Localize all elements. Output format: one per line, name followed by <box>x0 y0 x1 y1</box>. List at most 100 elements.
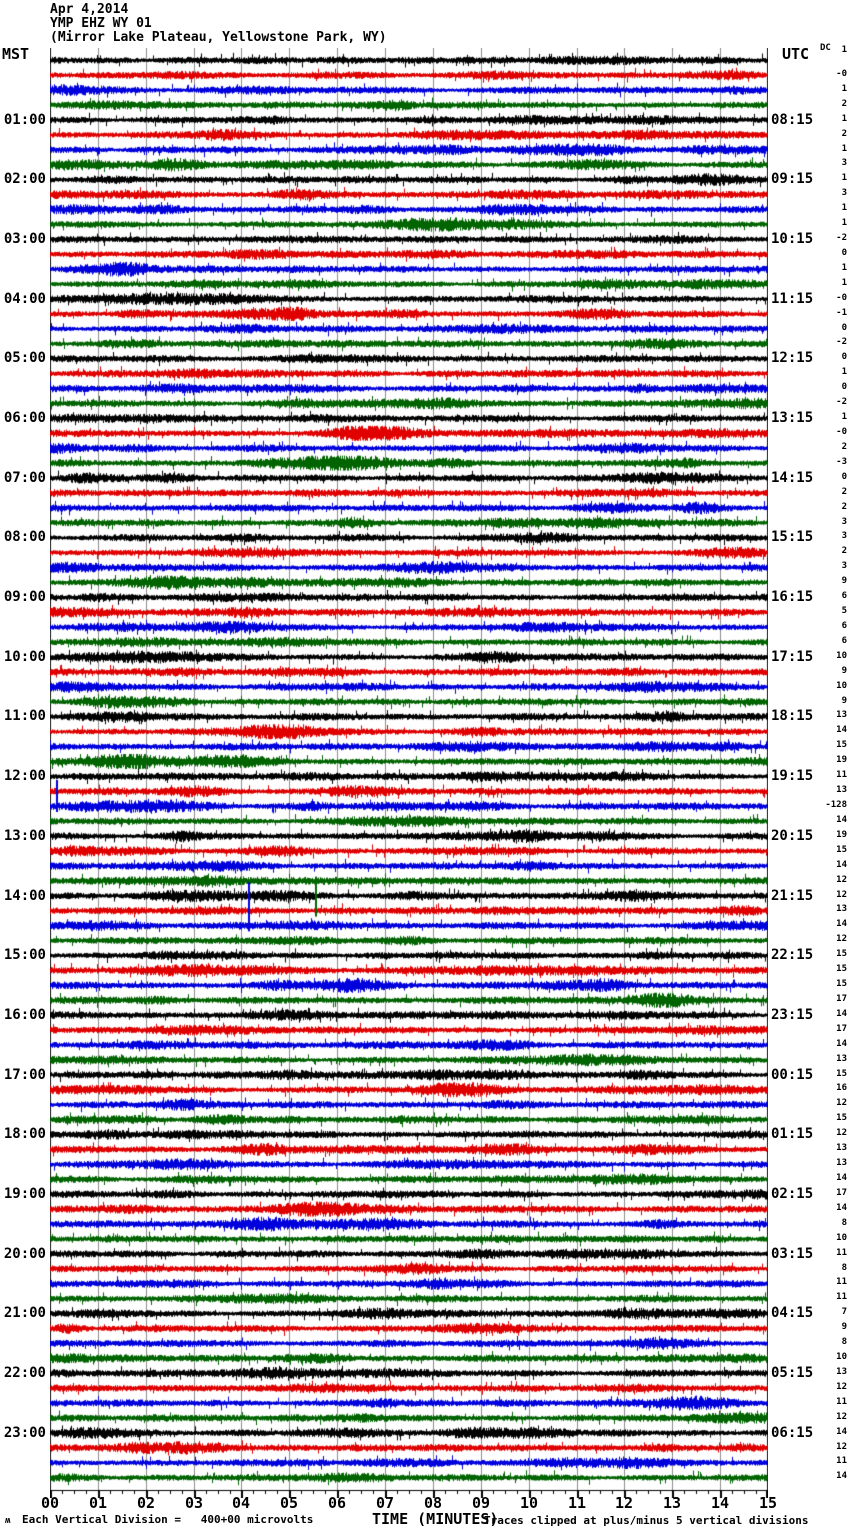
dc-offset-value: -0 <box>836 293 847 303</box>
dc-offset-value: 11 <box>836 1248 847 1258</box>
mst-hour-label: 14:00 <box>3 888 46 904</box>
dc-offset-value: 14 <box>836 1173 847 1183</box>
dc-offset-value: 3 <box>841 561 847 571</box>
utc-hour-label: 22:15 <box>771 947 814 963</box>
dc-offset-value: 7 <box>841 1307 847 1317</box>
x-tick-label: 14 <box>710 1494 730 1512</box>
dc-offset-value: 0 <box>841 248 847 258</box>
dc-offset-value: 14 <box>836 1009 847 1019</box>
mst-hour-label: 17:00 <box>3 1067 46 1083</box>
dc-offset-value: 9 <box>841 666 847 676</box>
utc-hour-label: 12:15 <box>771 350 814 366</box>
x-tick-label: 15 <box>758 1494 778 1512</box>
mst-hour-label: 08:00 <box>3 529 46 545</box>
dc-offset-value: 2 <box>841 99 847 109</box>
dc-offset-value: 2 <box>841 502 847 512</box>
dc-offset-value: 6 <box>841 621 847 631</box>
utc-hour-label: 15:15 <box>771 529 814 545</box>
corner-mark: ʍ <box>5 1516 11 1526</box>
dc-offset-value: 8 <box>841 1218 847 1228</box>
dc-offset-value: -2 <box>836 233 847 243</box>
dc-offset-value: 12 <box>836 875 847 885</box>
dc-offset-value: 1 <box>841 173 847 183</box>
x-axis-title: TIME (MINUTES) <box>372 1510 499 1528</box>
dc-offset-value: 1 <box>841 263 847 273</box>
utc-axis-header: UTC <box>782 45 810 63</box>
utc-hour-label: 09:15 <box>771 171 814 187</box>
scale-note: Each Vertical Division = 400+00 microvol… <box>22 1513 314 1526</box>
utc-hour-label: 17:15 <box>771 649 814 665</box>
mst-hour-label: 13:00 <box>3 828 46 844</box>
mst-hour-label: 15:00 <box>3 947 46 963</box>
mst-hour-label: 07:00 <box>3 470 46 486</box>
utc-hour-label: 16:15 <box>771 589 814 605</box>
dc-offset-value: 2 <box>841 129 847 139</box>
dc-offset-value: 15 <box>836 949 847 959</box>
dc-offset-value: 10 <box>836 1352 847 1362</box>
dc-offset-value: 15 <box>836 979 847 989</box>
dc-offset-value: 0 <box>841 472 847 482</box>
dc-offset-value: -0 <box>836 427 847 437</box>
dc-offset-value: 1 <box>841 367 847 377</box>
dc-offset-value: 12 <box>836 1382 847 1392</box>
header-location: (Mirror Lake Plateau, Yellowstone Park, … <box>50 30 387 45</box>
utc-hour-label: 11:15 <box>771 291 814 307</box>
dc-offset-value: 1 <box>841 278 847 288</box>
mst-hour-label: 01:00 <box>3 112 46 128</box>
dc-offset-value: 12 <box>836 1442 847 1452</box>
x-tick-label: 05 <box>279 1494 299 1512</box>
mst-hour-label: 03:00 <box>3 231 46 247</box>
x-tick-label: 13 <box>662 1494 682 1512</box>
dc-offset-value: 17 <box>836 1024 847 1034</box>
dc-offset-value: -3 <box>836 457 847 467</box>
dc-offset-value: 13 <box>836 1367 847 1377</box>
mst-hour-label: 23:00 <box>3 1425 46 1441</box>
mst-hour-label: 18:00 <box>3 1126 46 1142</box>
dc-offset-value: 12 <box>836 890 847 900</box>
clipping-note: Traces clipped at plus/minus 5 vertical … <box>484 1514 809 1527</box>
x-tick-label: 04 <box>231 1494 251 1512</box>
dc-offset-value: 1 <box>841 203 847 213</box>
mst-hour-label: 22:00 <box>3 1365 46 1381</box>
mst-hour-label: 04:00 <box>3 291 46 307</box>
x-tick-label: 09 <box>471 1494 491 1512</box>
dc-offset-value: 0 <box>841 323 847 333</box>
mst-hour-label: 19:00 <box>3 1186 46 1202</box>
mst-hour-label: 09:00 <box>3 589 46 605</box>
dc-offset-value: 14 <box>836 1427 847 1437</box>
dc-offset-value: 13 <box>836 1054 847 1064</box>
mst-hour-label: 06:00 <box>3 410 46 426</box>
dc-offset-value: 16 <box>836 1083 847 1093</box>
dc-offset-value: 12 <box>836 1412 847 1422</box>
dc-offset-value: 15 <box>836 1069 847 1079</box>
dc-offset-value: 11 <box>836 770 847 780</box>
dc-offset-value: 14 <box>836 860 847 870</box>
dc-offset-value: 10 <box>836 651 847 661</box>
dc-offset-value: 1 <box>841 84 847 94</box>
mst-hour-label: 12:00 <box>3 768 46 784</box>
utc-hour-label: 14:15 <box>771 470 814 486</box>
mst-hour-label: 05:00 <box>3 350 46 366</box>
dc-offset-value: 8 <box>841 1337 847 1347</box>
utc-hour-label: 00:15 <box>771 1067 814 1083</box>
dc-offset-value: -2 <box>836 337 847 347</box>
x-tick-label: 06 <box>327 1494 347 1512</box>
dc-offset-value: 12 <box>836 934 847 944</box>
dc-offset-value: 11 <box>836 1292 847 1302</box>
mst-axis-header: MST <box>2 45 30 63</box>
dc-offset-value: 13 <box>836 710 847 720</box>
dc-offset-value: 14 <box>836 1203 847 1213</box>
dc-offset-value: 15 <box>836 845 847 855</box>
dc-offset-value: 9 <box>841 1322 847 1332</box>
dc-offset-value: 2 <box>841 546 847 556</box>
utc-hour-label: 20:15 <box>771 828 814 844</box>
utc-hour-label: 18:15 <box>771 708 814 724</box>
dc-offset-value: 9 <box>841 576 847 586</box>
dc-offset-value: 8 <box>841 1263 847 1273</box>
dc-offset-value: 15 <box>836 1113 847 1123</box>
dc-offset-value: 14 <box>836 815 847 825</box>
dc-offset-value: 13 <box>836 1143 847 1153</box>
dc-offset-value: 14 <box>836 1039 847 1049</box>
utc-hour-label: 19:15 <box>771 768 814 784</box>
